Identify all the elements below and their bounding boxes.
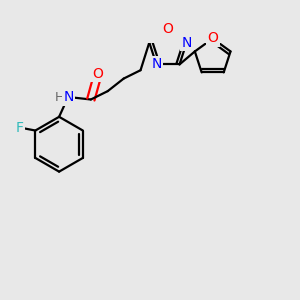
Text: F: F [16,121,23,135]
Text: O: O [163,22,173,36]
Text: O: O [207,32,218,46]
Text: N: N [151,57,162,71]
Text: H: H [54,91,64,104]
Text: O: O [92,67,103,80]
Text: N: N [63,91,74,104]
Text: N: N [182,35,192,50]
